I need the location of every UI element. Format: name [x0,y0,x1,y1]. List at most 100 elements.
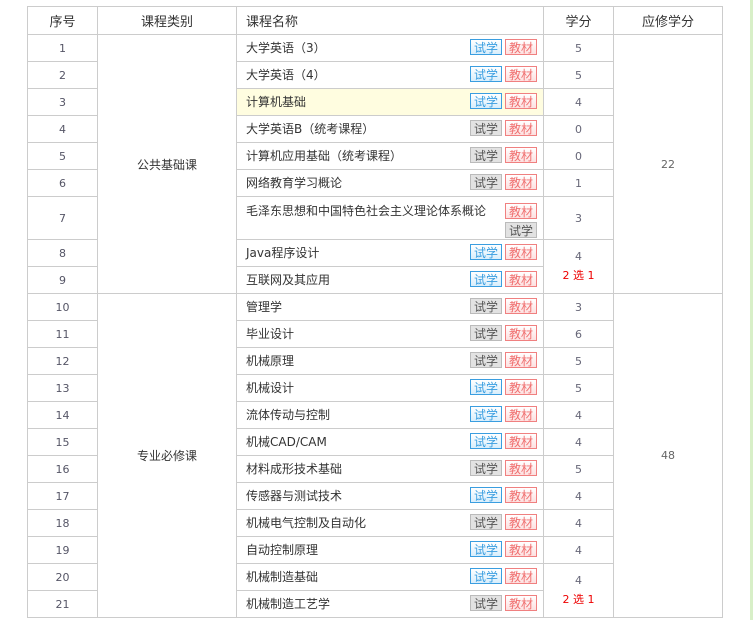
row-number: 15 [27,428,98,456]
trial-button[interactable]: 试学 [470,460,502,476]
course-credit-cell: 6 [543,320,614,348]
course-category: 专业必修课 [97,293,237,618]
table-row: 10 专业必修课 管理学 试学 教材 3 48 [27,293,723,618]
table-row: 11 毕业设计 试学 教材 6 [27,320,723,348]
row-number: 18 [27,509,98,537]
textbook-button[interactable]: 教材 [505,568,537,584]
course-actions: 试学 教材 [470,147,537,163]
course-name: 网络教育学习概论 [246,176,343,190]
row-number: 8 [27,239,98,267]
course-credit: 4 [575,250,582,263]
course-credit: 1 [575,176,582,190]
row-number: 10 [27,293,98,321]
course-name-cell: 管理学 试学 教材 [236,293,544,321]
row-number: 16 [27,455,98,483]
course-credit-cell: 4 [543,536,614,564]
course-credit-cell: 4 [543,482,614,510]
row-number: 12 [27,347,98,375]
textbook-button[interactable]: 教材 [505,147,537,163]
textbook-button[interactable]: 教材 [505,487,537,503]
course-name-cell: 机械制造工艺学 试学 教材 [236,590,544,618]
textbook-button[interactable]: 教材 [505,202,537,219]
course-credit-cell: 5 [543,455,614,483]
course-credit: 4 [575,408,582,422]
trial-button[interactable]: 试学 [470,514,502,530]
course-name: 机械原理 [246,354,295,368]
course-name: 自动控制原理 [246,543,319,557]
textbook-button[interactable]: 教材 [505,433,537,449]
course-credit: 5 [575,68,582,82]
textbook-button[interactable]: 教材 [505,39,537,55]
textbook-button[interactable]: 教材 [505,93,537,109]
textbook-button[interactable]: 教材 [505,406,537,422]
table-row: 6 网络教育学习概论 试学 教材 1 [27,169,723,197]
course-name: 管理学 [246,300,283,314]
trial-button[interactable]: 试学 [470,379,502,395]
trial-button[interactable]: 试学 [470,433,502,449]
course-name-cell: 机械原理 试学 教材 [236,347,544,375]
trial-button[interactable]: 试学 [470,174,502,190]
trial-button[interactable]: 试学 [470,541,502,557]
table-row: 9 互联网及其应用 试学 教材 [27,266,723,294]
course-actions: 试学 教材 [470,93,537,109]
trial-button[interactable]: 试学 [470,93,502,109]
course-credit: 4 [575,95,582,109]
trial-button[interactable]: 试学 [505,221,537,238]
textbook-button[interactable]: 教材 [505,595,537,611]
row-number: 7 [27,196,98,240]
textbook-button[interactable]: 教材 [505,541,537,557]
textbook-button[interactable]: 教材 [505,460,537,476]
table-row: 18 机械电气控制及自动化 试学 教材 4 [27,509,723,537]
trial-button[interactable]: 试学 [470,406,502,422]
textbook-button[interactable]: 教材 [505,325,537,341]
course-name: 计算机应用基础（统考课程） [246,149,403,163]
textbook-button[interactable]: 教材 [505,174,537,190]
trial-button[interactable]: 试学 [470,39,502,55]
trial-button[interactable]: 试学 [470,325,502,341]
course-credit-cell: 5 [543,374,614,402]
row-number: 1 [27,34,98,62]
trial-button[interactable]: 试学 [470,352,502,368]
trial-button[interactable]: 试学 [470,298,502,314]
course-credit: 5 [575,354,582,368]
textbook-button[interactable]: 教材 [505,298,537,314]
textbook-button[interactable]: 教材 [505,514,537,530]
trial-button[interactable]: 试学 [470,271,502,287]
course-actions: 试学 教材 [470,514,537,530]
trial-button[interactable]: 试学 [470,66,502,82]
page-edge [750,0,753,620]
course-name-cell: 机械CAD/CAM 试学 教材 [236,428,544,456]
course-credit-cell: 3 [543,293,614,321]
row-number: 9 [27,266,98,294]
elective-choice-note: 2 选 1 [562,269,595,282]
course-credit: 4 [575,574,582,587]
trial-button[interactable]: 试学 [470,244,502,260]
course-name: 机械制造工艺学 [246,597,331,611]
course-category: 公共基础课 [97,34,237,294]
trial-button[interactable]: 试学 [470,568,502,584]
textbook-button[interactable]: 教材 [505,244,537,260]
table-row: 16 材料成形技术基础 试学 教材 5 [27,455,723,483]
course-credit-cell: 4 2 选 1 [543,563,614,618]
course-name-cell: 大学英语（4） 试学 教材 [236,61,544,89]
trial-button[interactable]: 试学 [470,595,502,611]
course-name-cell: 机械制造基础 试学 教材 [236,563,544,591]
course-credit-cell: 5 [543,347,614,375]
textbook-button[interactable]: 教材 [505,66,537,82]
course-name-cell: 大学英语（3） 试学 教材 [236,34,544,62]
row-number: 17 [27,482,98,510]
course-name: 机械电气控制及自动化 [246,516,367,530]
textbook-button[interactable]: 教材 [505,352,537,368]
course-credit-cell: 5 [543,61,614,89]
row-number: 14 [27,401,98,429]
textbook-button[interactable]: 教材 [505,379,537,395]
textbook-button[interactable]: 教材 [505,120,537,136]
trial-button[interactable]: 试学 [470,120,502,136]
trial-button[interactable]: 试学 [470,487,502,503]
trial-button[interactable]: 试学 [470,147,502,163]
course-name-cell: Java程序设计 试学 教材 [236,239,544,267]
course-name: 毛泽东思想和中国特色社会主义理论体系概论 [246,203,487,218]
table-header: 序号 课程类别 课程名称 学分 应修学分 [27,6,723,35]
textbook-button[interactable]: 教材 [505,271,537,287]
course-actions: 试学 教材 [470,271,537,287]
